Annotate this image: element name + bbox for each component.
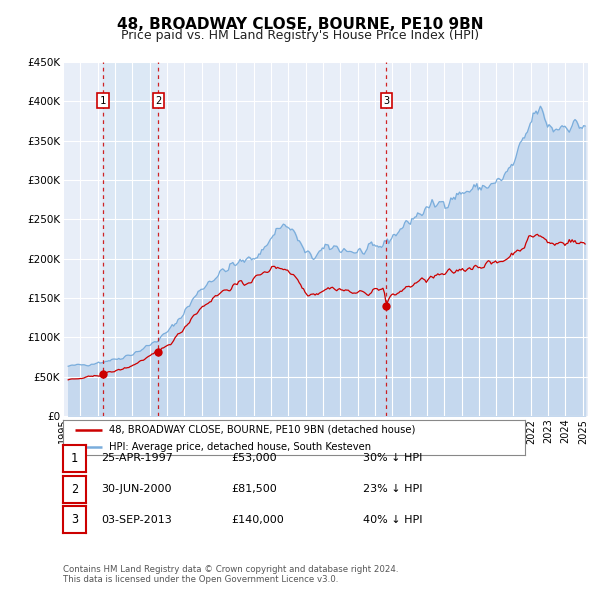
- Text: 3: 3: [71, 513, 78, 526]
- Text: 1: 1: [100, 96, 106, 106]
- Text: £53,000: £53,000: [231, 454, 277, 463]
- Text: £81,500: £81,500: [231, 484, 277, 494]
- Bar: [103, 62, 158, 416]
- Text: 1: 1: [71, 452, 78, 465]
- Text: 3: 3: [383, 96, 389, 106]
- Text: 23% ↓ HPI: 23% ↓ HPI: [363, 484, 422, 494]
- Text: 2: 2: [155, 96, 161, 106]
- Text: 25-APR-1997: 25-APR-1997: [101, 454, 173, 463]
- Text: Contains HM Land Registry data © Crown copyright and database right 2024.
This d: Contains HM Land Registry data © Crown c…: [63, 565, 398, 584]
- Text: 30-JUN-2000: 30-JUN-2000: [101, 484, 172, 494]
- Text: 03-SEP-2013: 03-SEP-2013: [101, 515, 172, 525]
- Text: 48, BROADWAY CLOSE, BOURNE, PE10 9BN (detached house): 48, BROADWAY CLOSE, BOURNE, PE10 9BN (de…: [109, 425, 416, 435]
- Text: 48, BROADWAY CLOSE, BOURNE, PE10 9BN: 48, BROADWAY CLOSE, BOURNE, PE10 9BN: [117, 17, 483, 31]
- Text: £140,000: £140,000: [231, 515, 284, 525]
- Text: 2: 2: [71, 483, 78, 496]
- Text: HPI: Average price, detached house, South Kesteven: HPI: Average price, detached house, Sout…: [109, 442, 371, 451]
- Text: 40% ↓ HPI: 40% ↓ HPI: [363, 515, 422, 525]
- Text: Price paid vs. HM Land Registry's House Price Index (HPI): Price paid vs. HM Land Registry's House …: [121, 30, 479, 42]
- Text: 30% ↓ HPI: 30% ↓ HPI: [363, 454, 422, 463]
